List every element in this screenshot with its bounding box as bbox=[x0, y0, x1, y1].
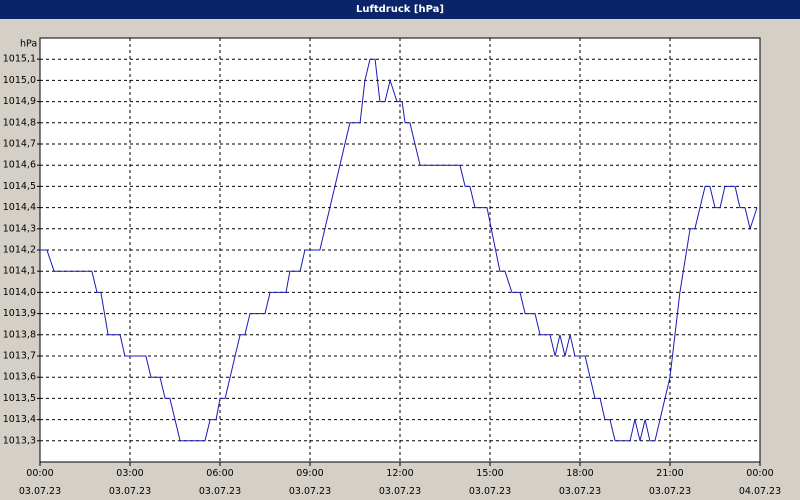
y-tick-label: 1014,0 bbox=[3, 287, 36, 298]
x-tick-label: 00:00 03.07.23 bbox=[18, 468, 62, 497]
y-tick-label: 1014,5 bbox=[3, 181, 36, 192]
y-tick-label: 1015,1 bbox=[3, 54, 36, 65]
y-tick-label: 1013,7 bbox=[3, 351, 36, 362]
y-tick-label: 1014,7 bbox=[3, 139, 36, 150]
y-tick-label: 1013,6 bbox=[3, 372, 36, 383]
y-tick-label: 1013,8 bbox=[3, 329, 36, 340]
y-tick-label: 1013,4 bbox=[3, 414, 36, 425]
x-tick-label: 09:00 03.07.23 bbox=[288, 468, 332, 497]
y-tick-label: 1014,6 bbox=[3, 160, 36, 171]
y-tick-label: 1015,0 bbox=[3, 75, 36, 86]
y-tick-label: 1014,8 bbox=[3, 117, 36, 128]
y-tick-label: 1013,5 bbox=[3, 393, 36, 404]
x-tick-label: 06:00 03.07.23 bbox=[198, 468, 242, 497]
x-tick-label: 00:00 04.07.23 bbox=[738, 468, 782, 497]
chart-title: Luftdruck [hPa] bbox=[0, 0, 800, 19]
x-tick-label: 03:00 03.07.23 bbox=[108, 468, 152, 497]
y-tick-label: 1014,9 bbox=[3, 96, 36, 107]
y-tick-label: 1014,3 bbox=[3, 223, 36, 234]
data-line bbox=[40, 58, 758, 442]
y-tick-label: 1014,4 bbox=[3, 202, 36, 213]
y-axis-label: hPa bbox=[20, 39, 37, 50]
y-tick-label: 1013,9 bbox=[3, 308, 36, 319]
y-tick-label: 1014,2 bbox=[3, 245, 36, 256]
y-tick-label: 1013,3 bbox=[3, 435, 36, 446]
x-tick-label: 12:00 03.07.23 bbox=[378, 468, 422, 497]
x-tick-label: 21:00 03.07.23 bbox=[648, 468, 692, 497]
x-tick-label: 15:00 03.07.23 bbox=[468, 468, 512, 497]
y-tick-label: 1014,1 bbox=[3, 266, 36, 277]
x-tick-label: 18:00 03.07.23 bbox=[558, 468, 602, 497]
